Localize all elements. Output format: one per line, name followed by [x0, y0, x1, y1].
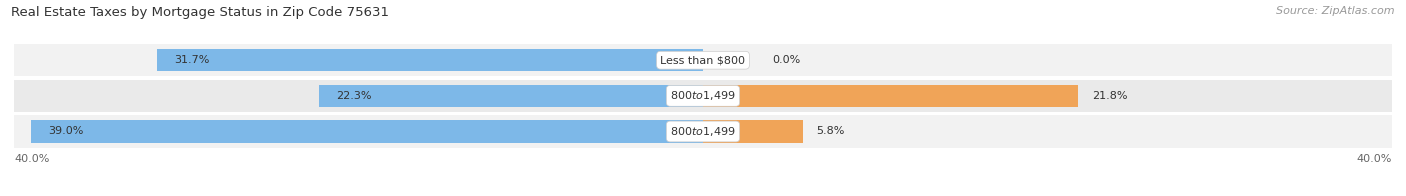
Text: Source: ZipAtlas.com: Source: ZipAtlas.com: [1277, 6, 1395, 16]
Bar: [703, 85, 1078, 107]
Text: Less than $800: Less than $800: [661, 55, 745, 65]
Text: 40.0%: 40.0%: [1357, 154, 1392, 164]
Text: 0.0%: 0.0%: [772, 55, 800, 65]
Bar: [14, 44, 1392, 76]
Bar: [31, 121, 703, 142]
Bar: [157, 49, 703, 71]
Bar: [14, 115, 1392, 148]
Text: 40.0%: 40.0%: [14, 154, 49, 164]
Bar: [14, 80, 1392, 112]
Text: $800 to $1,499: $800 to $1,499: [671, 89, 735, 102]
Text: $800 to $1,499: $800 to $1,499: [671, 125, 735, 138]
Bar: [319, 85, 703, 107]
Text: 31.7%: 31.7%: [174, 55, 209, 65]
Bar: [703, 121, 803, 142]
Text: 5.8%: 5.8%: [817, 126, 845, 136]
Text: 22.3%: 22.3%: [336, 91, 371, 101]
Text: 39.0%: 39.0%: [48, 126, 84, 136]
Text: Real Estate Taxes by Mortgage Status in Zip Code 75631: Real Estate Taxes by Mortgage Status in …: [11, 6, 389, 19]
Text: 21.8%: 21.8%: [1092, 91, 1128, 101]
